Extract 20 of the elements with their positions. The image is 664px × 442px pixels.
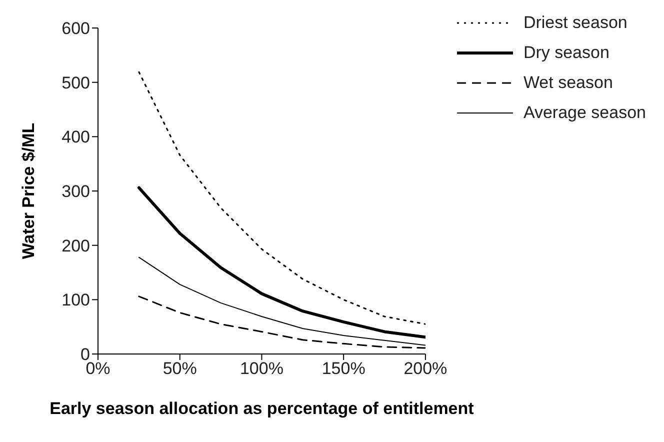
legend-label: Wet season: [523, 73, 613, 93]
x-tick-label: 150%: [322, 359, 366, 378]
x-tick-label: 100%: [240, 359, 284, 378]
y-tick-label: 500: [62, 73, 90, 92]
legend-label: Average season: [523, 103, 646, 123]
line-series: [138, 256, 426, 346]
y-axis-title: Water Price $/ML: [19, 122, 38, 260]
legend-label: Dry season: [523, 43, 610, 63]
y-tick-label: 600: [62, 19, 90, 38]
x-tick-label: 200%: [404, 359, 448, 378]
y-tick-label: 300: [62, 182, 90, 202]
y-tick-label: 100: [62, 290, 90, 310]
x-tick-label: 50%: [162, 359, 197, 378]
y-tick-label: 200: [62, 236, 90, 256]
legend-label: Driest season: [523, 13, 628, 33]
line-series: [137, 186, 426, 339]
y-tick-label: 400: [62, 128, 90, 147]
line-series: [138, 71, 426, 325]
x-axis-title: Early season allocation as percentage of entitlement: [50, 399, 474, 418]
x-tick-label: 0%: [86, 359, 110, 378]
